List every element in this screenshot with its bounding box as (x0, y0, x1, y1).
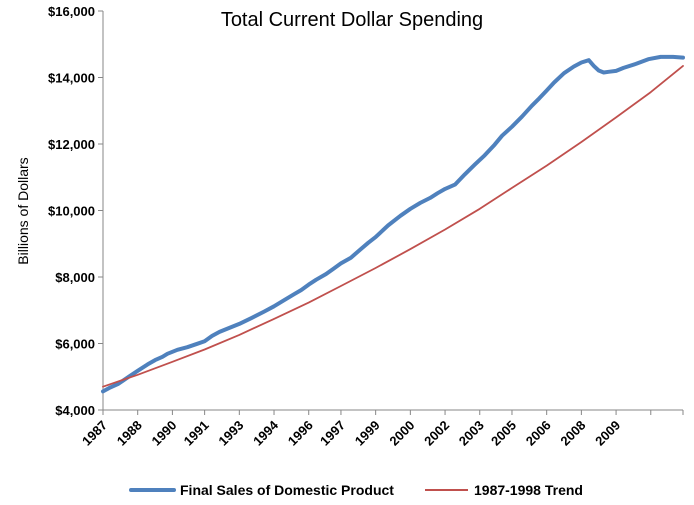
x-tick-label: 1990 (148, 418, 179, 449)
plot-area: $4,000 $6,000 $8,000 $10,000 $12,000 $14,000 $… (48, 4, 685, 449)
x-tick-label: 1993 (215, 418, 246, 449)
y-tick-label: $6,000 (55, 337, 95, 352)
x-tick-label: 1999 (352, 418, 383, 449)
legend: Final Sales of Domestic Product 1987-199… (129, 482, 583, 498)
series-line-trend (102, 65, 684, 388)
x-tick-label: 2006 (523, 418, 554, 449)
y-axis-label: Billions of Dollars (15, 157, 31, 264)
y-tick-label: $4,000 (55, 403, 95, 418)
x-tick-label: 1991 (181, 418, 212, 449)
y-tick-label: $14,000 (48, 71, 95, 86)
y-tick-label: $16,000 (48, 4, 95, 19)
x-tick-label: 2003 (456, 418, 487, 449)
x-tick-label: 2005 (488, 418, 519, 449)
y-tick-label: $12,000 (48, 137, 95, 152)
y-tick-label: $10,000 (48, 204, 95, 219)
x-tick-label: 2008 (557, 418, 588, 449)
chart-title: Total Current Dollar Spending (221, 9, 483, 31)
x-tick-label: 2002 (421, 418, 452, 449)
legend-label-trend: 1987-1998 Trend (474, 482, 583, 498)
x-tick-label: 2000 (386, 418, 417, 449)
x-tick-label: 2009 (592, 418, 623, 449)
series-line-final-sales (101, 54, 685, 394)
y-tick-label: $8,000 (55, 270, 95, 285)
legend-label-final-sales: Final Sales of Domestic Product (180, 482, 394, 498)
x-tick-label: 1988 (114, 418, 145, 449)
x-tick-label: 1994 (250, 417, 282, 449)
x-tick-label: 1987 (79, 418, 110, 449)
x-tick-label: 1996 (285, 418, 316, 449)
x-tick-label: 1997 (317, 418, 348, 449)
